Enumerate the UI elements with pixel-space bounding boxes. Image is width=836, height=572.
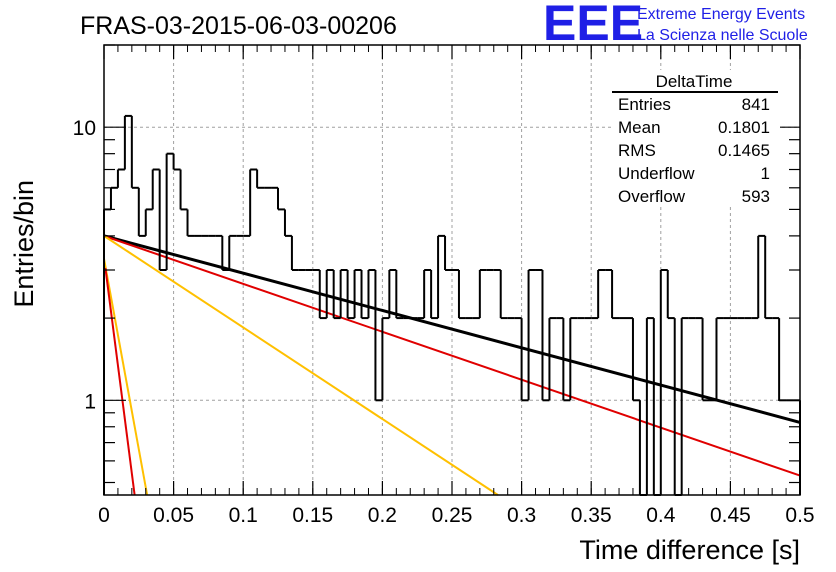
eee-logo: EEE Extreme Energy Events La Scienza nel… bbox=[543, 0, 808, 51]
x-tick-label: 0 bbox=[98, 504, 110, 527]
x-tick-label: 0.05 bbox=[153, 504, 194, 527]
fit-line bbox=[104, 267, 136, 496]
y-tick-label: 10 bbox=[73, 117, 96, 140]
stats-box: DeltaTime Entries 841 Mean 0.1801 RMS 0.1465 U… bbox=[612, 70, 780, 206]
stats-row-label: Entries bbox=[618, 95, 671, 114]
eee-logo-text: EEE bbox=[543, 0, 643, 51]
stats-box-rows: Entries 841 Mean 0.1801 RMS 0.1465 Underflow 1 O… bbox=[618, 95, 770, 206]
x-axis-label: Time difference [s] bbox=[579, 535, 800, 565]
fit-lines bbox=[103, 234, 801, 496]
x-tick-label: 0.25 bbox=[432, 504, 473, 527]
x-tick-label: 0.1 bbox=[229, 504, 258, 527]
fit-line bbox=[103, 258, 149, 496]
y-tick-label: 1 bbox=[84, 390, 96, 413]
stats-row-value: 1 bbox=[761, 164, 770, 183]
eee-logo-line2: La Scienza nelle Scuole bbox=[637, 27, 808, 44]
stats-row-value: 0.1465 bbox=[718, 141, 770, 160]
stats-box-title: DeltaTime bbox=[656, 72, 733, 91]
stats-row-value: 0.1801 bbox=[718, 118, 770, 137]
stats-row-value: 841 bbox=[742, 95, 770, 114]
y-axis-ticks: 1 10 bbox=[73, 44, 800, 484]
histogram-bars bbox=[103, 114, 801, 496]
fit-line bbox=[103, 234, 801, 477]
stats-row-label: RMS bbox=[618, 141, 656, 160]
x-tick-label: 0.3 bbox=[507, 504, 536, 527]
fit-line bbox=[103, 235, 499, 496]
x-tick-label: 0.2 bbox=[368, 504, 397, 527]
x-tick-label: 0.45 bbox=[710, 504, 751, 527]
x-tick-label: 0.35 bbox=[571, 504, 612, 527]
x-axis-ticks: 0 0.05 0.1 0.15 0.2 0.25 0.3 0.35 0.4 0.45 0.5 bbox=[98, 45, 815, 527]
stats-row-value: 593 bbox=[742, 187, 770, 206]
y-axis-label: Entries/bin bbox=[9, 180, 39, 308]
fit-line bbox=[103, 234, 801, 424]
stats-row-label: Underflow bbox=[618, 164, 695, 183]
stats-row-label: Overflow bbox=[618, 187, 686, 206]
chart-title: FRAS-03-2015-06-03-00206 bbox=[80, 12, 397, 40]
x-tick-label: 0.5 bbox=[785, 504, 814, 527]
stats-row-label: Mean bbox=[618, 118, 661, 137]
x-tick-label: 0.4 bbox=[646, 504, 676, 527]
x-tick-label: 0.15 bbox=[292, 504, 333, 527]
eee-logo-line1: Extreme Energy Events bbox=[637, 6, 805, 23]
